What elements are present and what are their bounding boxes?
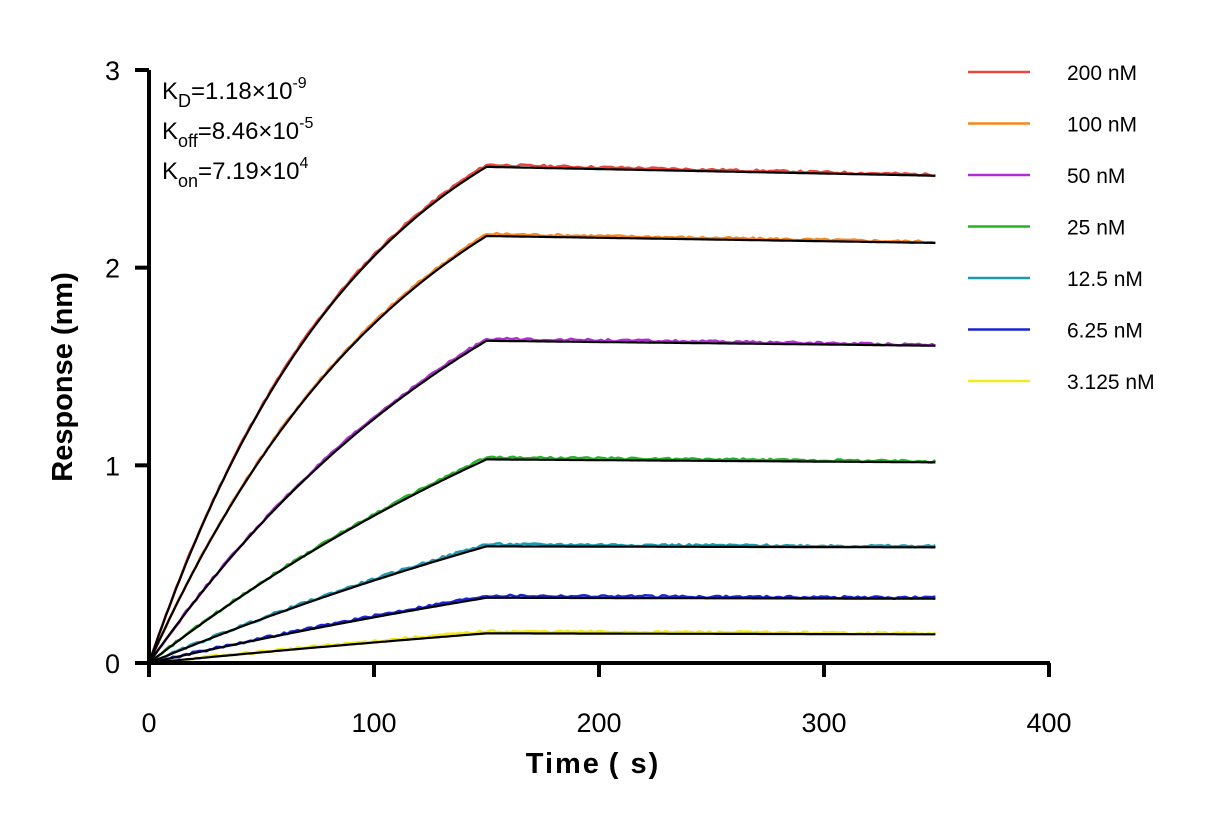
x-tick-label: 100 (351, 708, 396, 738)
legend-label: 25 nM (1067, 217, 1125, 240)
x-tick-label: 400 (1026, 708, 1071, 738)
kinetics-annotation: KD=1.18×10-9 Koff=8.46×10-5 Kon=7.19×104 (162, 75, 313, 191)
fit-line (148, 458, 936, 664)
legend-label: 12.5 nM (1067, 268, 1143, 291)
x-tick-label: 300 (801, 708, 846, 738)
series-line (148, 628, 937, 665)
plot-area (147, 163, 937, 665)
legend-label: 6.25 nM (1067, 320, 1143, 343)
legend-label: 50 nM (1067, 165, 1125, 188)
fit-line (147, 165, 936, 664)
x-axis-title: Time ( s) (526, 748, 660, 780)
legend: 200 nM 100 nM 50 nM 25 nM 12.5 nM 6.25 nM 3.12… (968, 62, 1155, 394)
y-axis-title: Response (nm) (47, 272, 79, 481)
legend-label: 3.125 nM (1067, 371, 1155, 394)
kinetics-line: KD=1.18×10-9 (162, 75, 307, 111)
y-tick-label: 1 (105, 451, 120, 481)
x-tick-label: 0 (141, 708, 156, 738)
y-tick-label: 2 (105, 254, 120, 284)
series-line (148, 541, 936, 665)
series-line (147, 336, 936, 664)
ticks: 0 100 200 300 400 0 1 2 3 (105, 56, 1072, 738)
y-tick-label: 3 (105, 56, 120, 86)
kinetics-line: Koff=8.46×10-5 (162, 115, 313, 151)
legend-label: 100 nM (1067, 114, 1137, 137)
fit-line (148, 545, 936, 665)
fit-line (148, 339, 936, 664)
legend-label: 200 nM (1067, 62, 1137, 85)
y-tick-label: 0 (105, 649, 120, 679)
kinetics-line: Kon=7.19×104 (162, 155, 308, 191)
fit-line (148, 596, 936, 665)
fit-line (148, 632, 936, 665)
x-tick-label: 200 (576, 708, 621, 738)
fit-line (147, 234, 936, 664)
